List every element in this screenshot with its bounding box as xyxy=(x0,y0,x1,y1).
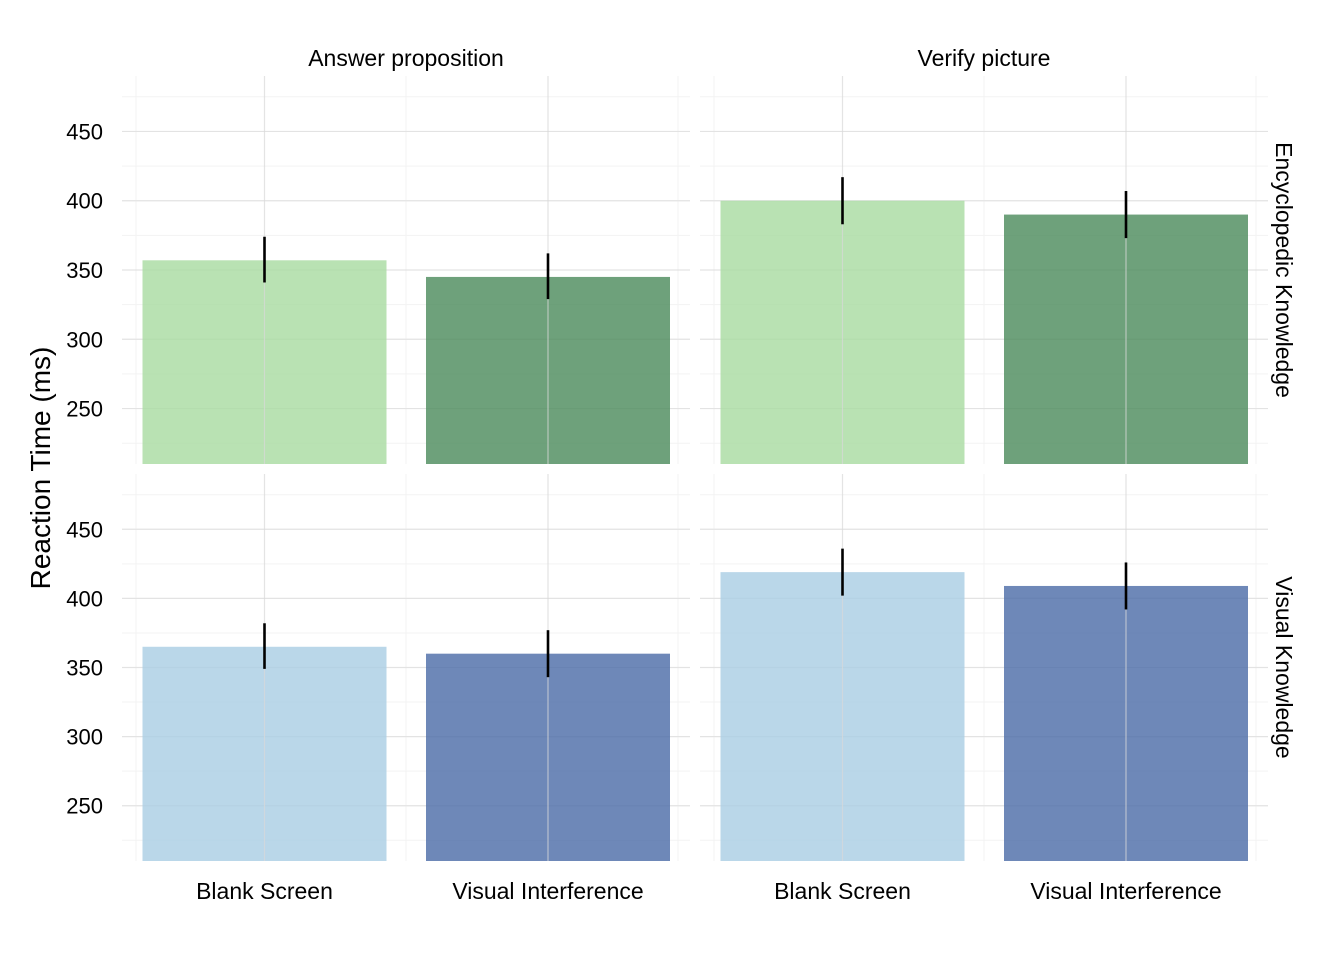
y-tick-label: 350 xyxy=(66,258,103,283)
x-tick-label: Blank Screen xyxy=(196,878,333,904)
x-tick-label: Visual Interference xyxy=(1030,878,1221,904)
x-tick-label: Visual Interference xyxy=(452,878,643,904)
y-tick-label: 450 xyxy=(66,517,103,542)
y-tick-label: 450 xyxy=(66,119,103,144)
row-strip-label: Visual Knowledge xyxy=(1271,576,1297,758)
y-tick-label: 250 xyxy=(66,397,103,422)
y-tick-label: 400 xyxy=(66,586,103,611)
y-axis-title: Reaction Time (ms) xyxy=(25,347,56,590)
y-tick-label: 300 xyxy=(66,725,103,750)
row-strip-label: Encyclopedic Knowledge xyxy=(1271,142,1297,398)
column-strip-label: Verify picture xyxy=(918,45,1051,71)
y-tick-label: 300 xyxy=(66,327,103,352)
y-tick-label: 400 xyxy=(66,189,103,214)
y-tick-label: 250 xyxy=(66,794,103,819)
x-tick-label: Blank Screen xyxy=(774,878,911,904)
y-tick-label: 350 xyxy=(66,656,103,681)
column-strip-label: Answer proposition xyxy=(308,45,504,71)
